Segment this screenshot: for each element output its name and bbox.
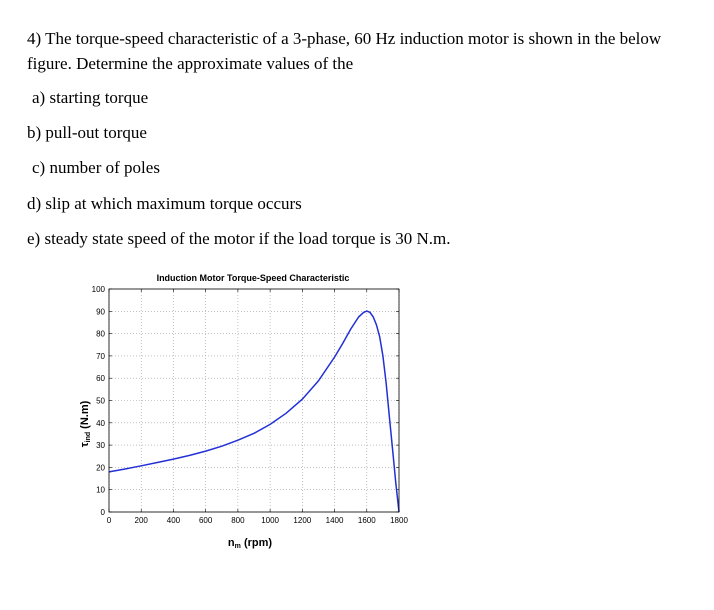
y-tick-label: 70 (96, 352, 105, 361)
x-tick-label: 1400 (326, 516, 344, 525)
y-tick-label: 30 (96, 441, 105, 450)
x-axis-label: nm (rpm) (228, 537, 272, 550)
torque-curve (108, 310, 400, 513)
part-a: a) starting torque (32, 88, 149, 107)
plot-frame (108, 288, 400, 513)
x-tick-label: 1000 (261, 516, 279, 525)
part-e: e) steady state speed of the motor if th… (27, 229, 451, 248)
y-tick-label: 0 (101, 508, 106, 517)
y-tick-label: 20 (96, 463, 105, 472)
x-tick-label: 0 (107, 516, 112, 525)
torque-speed-chart: Induction Motor Torque-Speed Characteris… (79, 273, 409, 550)
part-c: c) number of poles (32, 158, 160, 177)
y-tick-label: 10 (96, 486, 105, 495)
y-tick-label: 90 (96, 307, 105, 316)
part-b: b) pull-out torque (27, 123, 147, 142)
y-tick-label: 60 (96, 374, 105, 383)
x-tick-label: 600 (199, 516, 213, 525)
chart-ticks: 0 200 400 600 800 1000 1200 1400 1600 1800 0 10 20 30… (92, 285, 409, 525)
y-tick-label: 50 (96, 397, 105, 406)
y-tick-label: 40 (96, 419, 105, 428)
part-d: d) slip at which maximum torque occurs (27, 194, 302, 213)
x-tick-label: 1600 (358, 516, 376, 525)
x-tick-label: 1200 (293, 516, 311, 525)
y-tick-label: 80 (96, 330, 105, 339)
y-axis-label: τind (N.m) (79, 400, 92, 447)
question-text: 4) The torque-speed characteristic of a … (27, 29, 662, 73)
chart-title: Induction Motor Torque-Speed Characteris… (157, 273, 350, 283)
x-tick-label: 800 (231, 516, 245, 525)
x-tick-label: 1800 (390, 516, 408, 525)
x-tick-label: 200 (135, 516, 149, 525)
y-tick-label: 100 (92, 285, 106, 294)
x-tick-label: 400 (167, 516, 181, 525)
